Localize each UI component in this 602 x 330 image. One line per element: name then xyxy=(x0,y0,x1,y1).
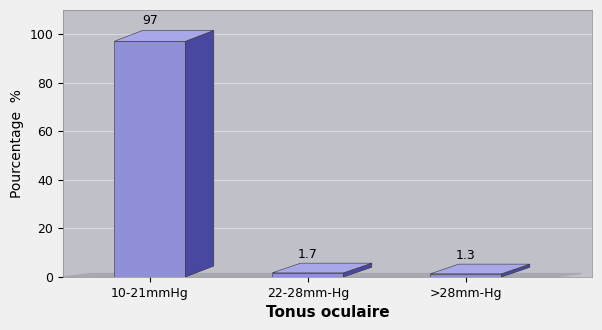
Polygon shape xyxy=(272,263,372,273)
Polygon shape xyxy=(185,30,214,277)
Y-axis label: Pourcentage  %: Pourcentage % xyxy=(10,89,23,198)
Polygon shape xyxy=(63,274,581,277)
Text: 1.7: 1.7 xyxy=(298,248,318,261)
Text: 97: 97 xyxy=(142,14,158,27)
Polygon shape xyxy=(430,264,530,274)
Polygon shape xyxy=(343,263,372,277)
Bar xyxy=(430,274,501,277)
X-axis label: Tonus oculaire: Tonus oculaire xyxy=(265,305,389,320)
Bar xyxy=(272,273,343,277)
Text: 1.3: 1.3 xyxy=(456,249,476,262)
Polygon shape xyxy=(114,30,214,41)
Polygon shape xyxy=(501,264,530,277)
Bar xyxy=(114,41,185,277)
